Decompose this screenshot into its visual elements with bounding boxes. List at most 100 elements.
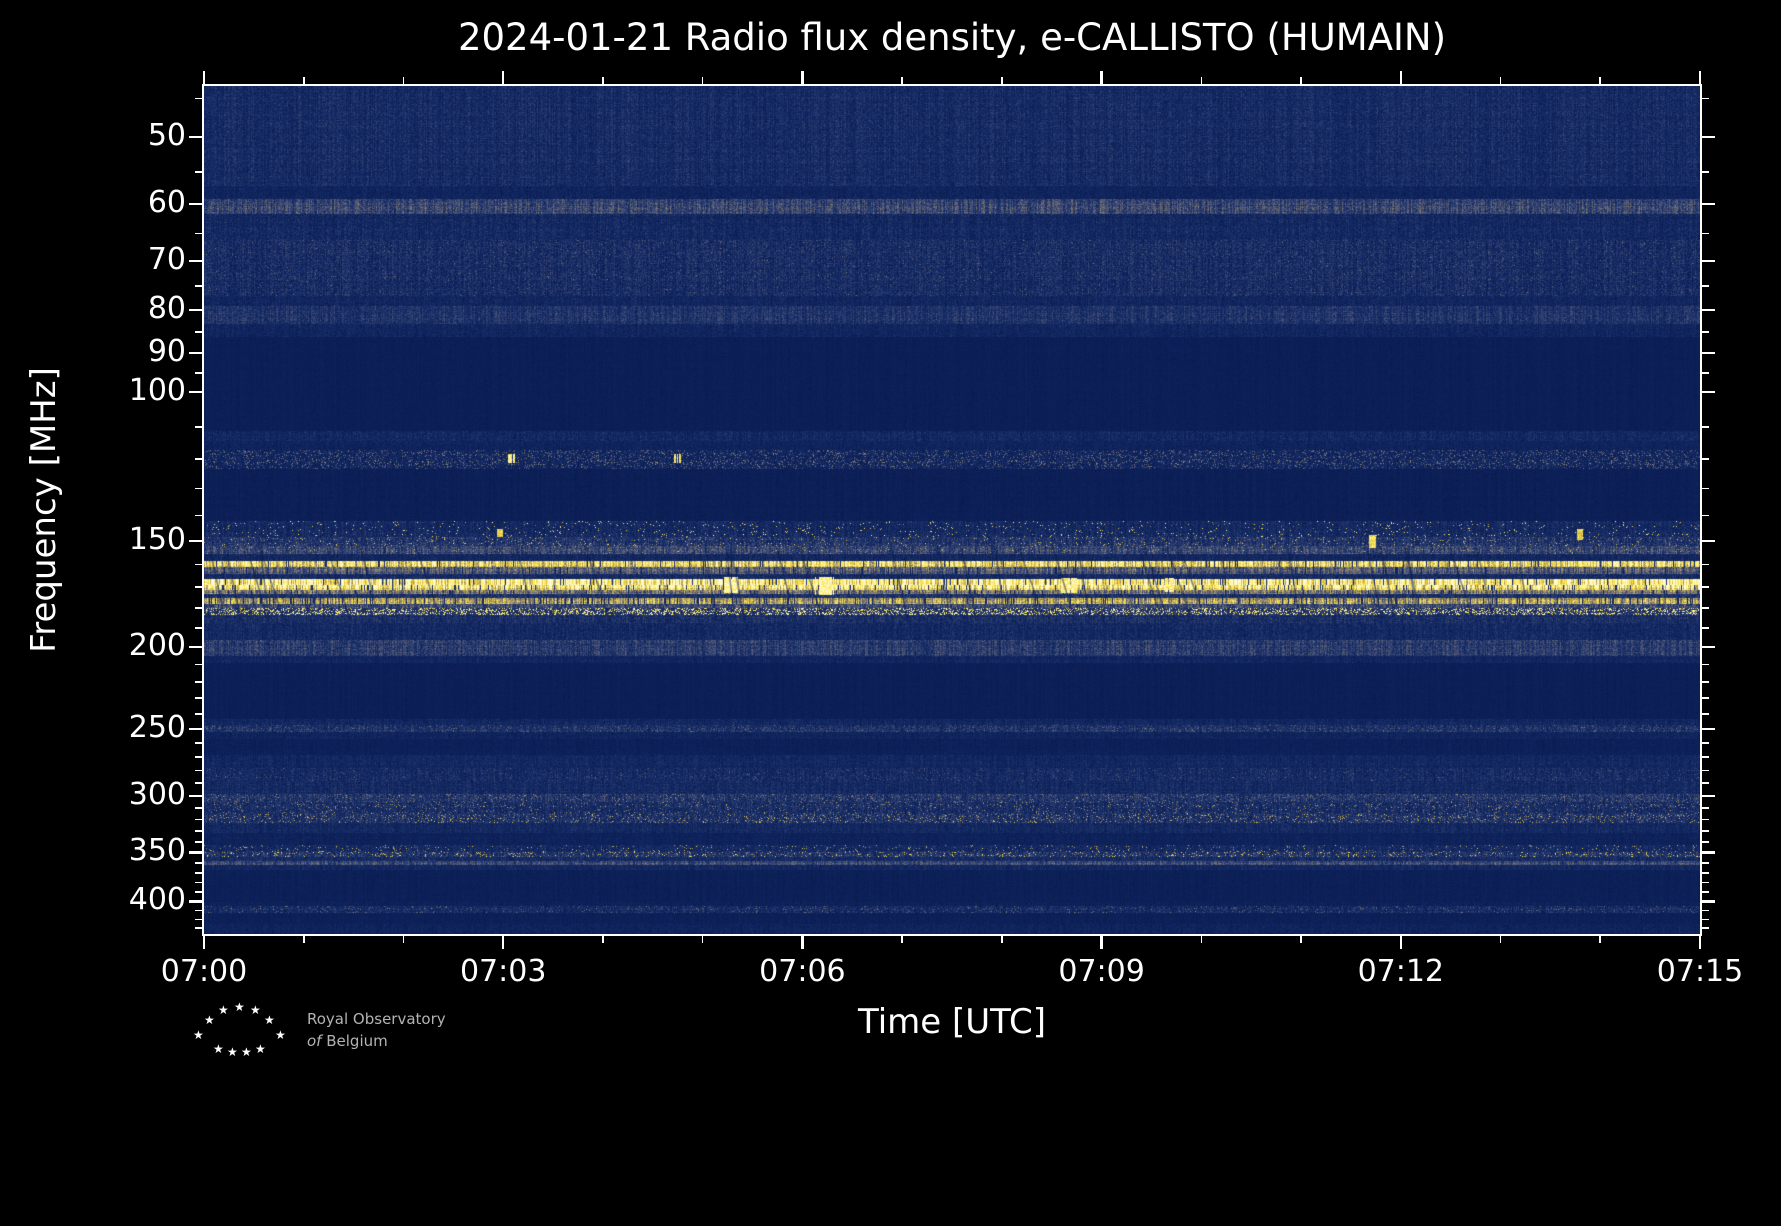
y-minor-tick — [195, 627, 202, 629]
y-major-tick — [189, 900, 202, 903]
y-minor-tick — [1702, 769, 1709, 772]
x-minor-tick — [302, 936, 305, 943]
y-major-tick — [1702, 390, 1715, 394]
x-minor-tick — [1499, 936, 1502, 943]
y-minor-tick — [195, 372, 202, 374]
y-minor-tick — [1702, 372, 1709, 374]
x-minor-tick — [1599, 77, 1602, 84]
x-minor-tick — [302, 77, 305, 84]
y-major-tick — [189, 308, 202, 312]
x-tick-label: 07:06 — [759, 954, 846, 989]
y-major-tick — [1702, 794, 1715, 797]
y-major-tick — [1702, 727, 1715, 730]
x-minor-tick — [402, 77, 405, 84]
y-minor-tick — [195, 829, 202, 832]
y-major-tick — [1702, 135, 1715, 139]
x-minor-tick — [1200, 77, 1203, 84]
x-major-tick — [1698, 936, 1702, 949]
x-major-tick — [502, 936, 505, 949]
logo-text-of: of — [307, 1032, 322, 1050]
star-icon: ★ — [227, 1045, 238, 1059]
x-major-tick — [801, 936, 804, 949]
star-icon: ★ — [218, 1003, 229, 1017]
y-minor-tick — [1702, 514, 1709, 517]
y-minor-tick — [1702, 697, 1709, 699]
y-minor-tick — [1702, 331, 1709, 333]
x-major-tick — [202, 936, 206, 949]
y-major-tick — [189, 794, 202, 797]
y-tick-label: 350 — [128, 833, 186, 869]
y-major-tick — [1702, 645, 1715, 648]
y-minor-tick — [195, 872, 202, 874]
y-axis-label: Frequency [MHz] — [24, 367, 64, 653]
y-minor-tick — [1702, 829, 1709, 832]
x-major-tick — [202, 71, 206, 84]
y-minor-tick — [1702, 458, 1709, 460]
x-tick-label: 07:00 — [160, 954, 248, 989]
y-minor-tick — [1702, 756, 1709, 758]
x-major-tick — [1698, 71, 1702, 84]
y-minor-tick — [195, 918, 202, 921]
chart-title: 2024-01-21 Radio flux density, e-CALLIST… — [457, 16, 1447, 59]
y-minor-tick — [195, 514, 202, 517]
x-axis-label: Time [UTC] — [858, 1002, 1046, 1042]
y-minor-tick — [195, 97, 202, 100]
y-minor-tick — [1702, 782, 1709, 785]
y-minor-tick — [1702, 818, 1709, 821]
y-minor-tick — [1702, 881, 1709, 884]
x-minor-tick — [701, 77, 704, 84]
y-minor-tick — [1702, 840, 1709, 843]
y-minor-tick — [195, 881, 202, 884]
y-minor-tick — [1702, 586, 1709, 588]
star-icon: ★ — [193, 1028, 204, 1042]
y-minor-tick — [195, 487, 202, 490]
y-minor-tick — [195, 712, 202, 715]
x-major-tick — [801, 71, 804, 84]
logo-text-line1: Royal Observatory — [307, 1010, 446, 1028]
y-minor-tick — [195, 586, 202, 588]
y-minor-tick — [195, 697, 202, 699]
logo-text-line2: of Belgium — [307, 1032, 388, 1050]
y-minor-tick — [195, 742, 202, 744]
y-minor-tick — [1702, 663, 1709, 666]
y-minor-tick — [195, 818, 202, 821]
x-minor-tick — [701, 936, 704, 943]
y-minor-tick — [1702, 909, 1709, 912]
star-icon: ★ — [264, 1013, 275, 1027]
y-major-tick — [1702, 851, 1715, 854]
star-icon: ★ — [275, 1028, 286, 1042]
x-minor-tick — [1599, 936, 1602, 943]
y-minor-tick — [195, 891, 202, 893]
y-minor-tick — [1702, 285, 1709, 287]
y-minor-tick — [195, 285, 202, 287]
x-minor-tick — [1300, 77, 1302, 84]
y-minor-tick — [195, 563, 202, 566]
x-minor-tick — [1001, 936, 1003, 943]
y-minor-tick — [1702, 487, 1709, 490]
star-icon: ★ — [234, 1000, 245, 1014]
y-minor-tick — [195, 756, 202, 758]
x-major-tick — [1100, 936, 1103, 949]
y-minor-tick — [195, 806, 202, 809]
y-minor-tick — [1702, 927, 1709, 929]
x-major-tick — [1399, 936, 1402, 949]
x-tick-label: 07:03 — [459, 954, 547, 989]
y-major-tick — [189, 727, 202, 730]
y-minor-tick — [195, 840, 202, 843]
y-major-tick — [189, 645, 202, 648]
x-tick-label: 07:12 — [1357, 954, 1445, 989]
y-minor-tick — [195, 331, 202, 333]
y-tick-label: 80 — [147, 290, 186, 326]
y-tick-label: 250 — [128, 709, 186, 745]
y-major-tick — [189, 202, 202, 206]
y-major-tick — [1702, 308, 1715, 312]
y-minor-tick — [195, 458, 202, 460]
y-minor-tick — [1702, 171, 1709, 173]
y-tick-label: 150 — [128, 521, 186, 557]
y-minor-tick — [195, 232, 202, 235]
y-minor-tick — [195, 782, 202, 785]
y-minor-tick — [1702, 232, 1709, 235]
y-major-tick — [189, 135, 202, 139]
x-minor-tick — [1001, 77, 1003, 84]
